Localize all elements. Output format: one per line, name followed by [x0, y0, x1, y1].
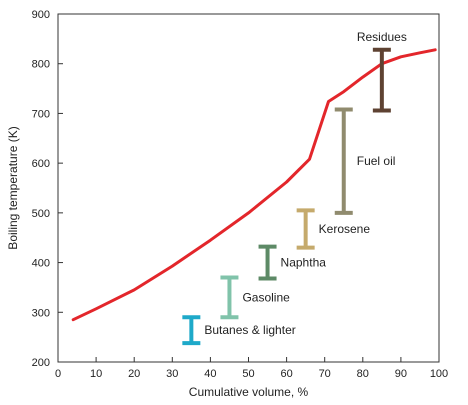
x-tick-label-20: 20 [128, 368, 140, 380]
x-tick-label-60: 60 [280, 368, 292, 380]
x-tick-label-50: 50 [242, 368, 254, 380]
fraction-label: Gasoline [242, 290, 290, 304]
axis-tick-labels: 0 10 20 30 40 50 60 70 80 90 100 200 300 400 500 600 700… [32, 9, 449, 380]
fraction-butanes-lighter: Butanes & lighter [182, 315, 296, 346]
fraction-kerosene: Kerosene [296, 208, 371, 250]
fraction-fuel-oil: Fuel oil [334, 107, 396, 215]
y-tick-label-400: 400 [32, 258, 50, 270]
y-tick-label-300: 300 [32, 307, 50, 319]
boiling-curve-line [71, 48, 437, 322]
x-tick-label-0: 0 [55, 368, 61, 380]
fraction-markers: Butanes & lighter Gasoline Naphtha Kerosene… [182, 30, 407, 346]
y-axis-title: Boiling temperature (K) [6, 126, 20, 249]
x-tick-label-70: 70 [319, 368, 331, 380]
x-tick-label-90: 90 [395, 368, 407, 380]
fraction-label: Naphtha [281, 256, 327, 270]
x-tick-label-10: 10 [90, 368, 102, 380]
fraction-gasoline: Gasoline [220, 275, 290, 320]
fraction-residues: Residues [357, 30, 407, 113]
x-tick-label-80: 80 [357, 368, 369, 380]
x-tick-label-100: 100 [430, 368, 448, 380]
axis-ticks [57, 13, 440, 363]
y-tick-label-200: 200 [32, 357, 50, 369]
x-tick-label-30: 30 [166, 368, 178, 380]
fraction-naphtha: Naphtha [258, 244, 327, 281]
x-axis-title: Cumulative volume, % [189, 385, 309, 399]
y-tick-label-900: 900 [32, 9, 50, 21]
x-tick-label-40: 40 [204, 368, 216, 380]
y-tick-label-800: 800 [32, 59, 50, 71]
fraction-label: Butanes & lighter [204, 323, 295, 337]
fraction-label: Fuel oil [357, 154, 396, 168]
y-tick-label-600: 600 [32, 158, 50, 170]
y-tick-label-500: 500 [32, 208, 50, 220]
fraction-label: Residues [357, 30, 407, 44]
fraction-label: Kerosene [319, 222, 371, 236]
y-tick-label-700: 700 [32, 108, 50, 120]
